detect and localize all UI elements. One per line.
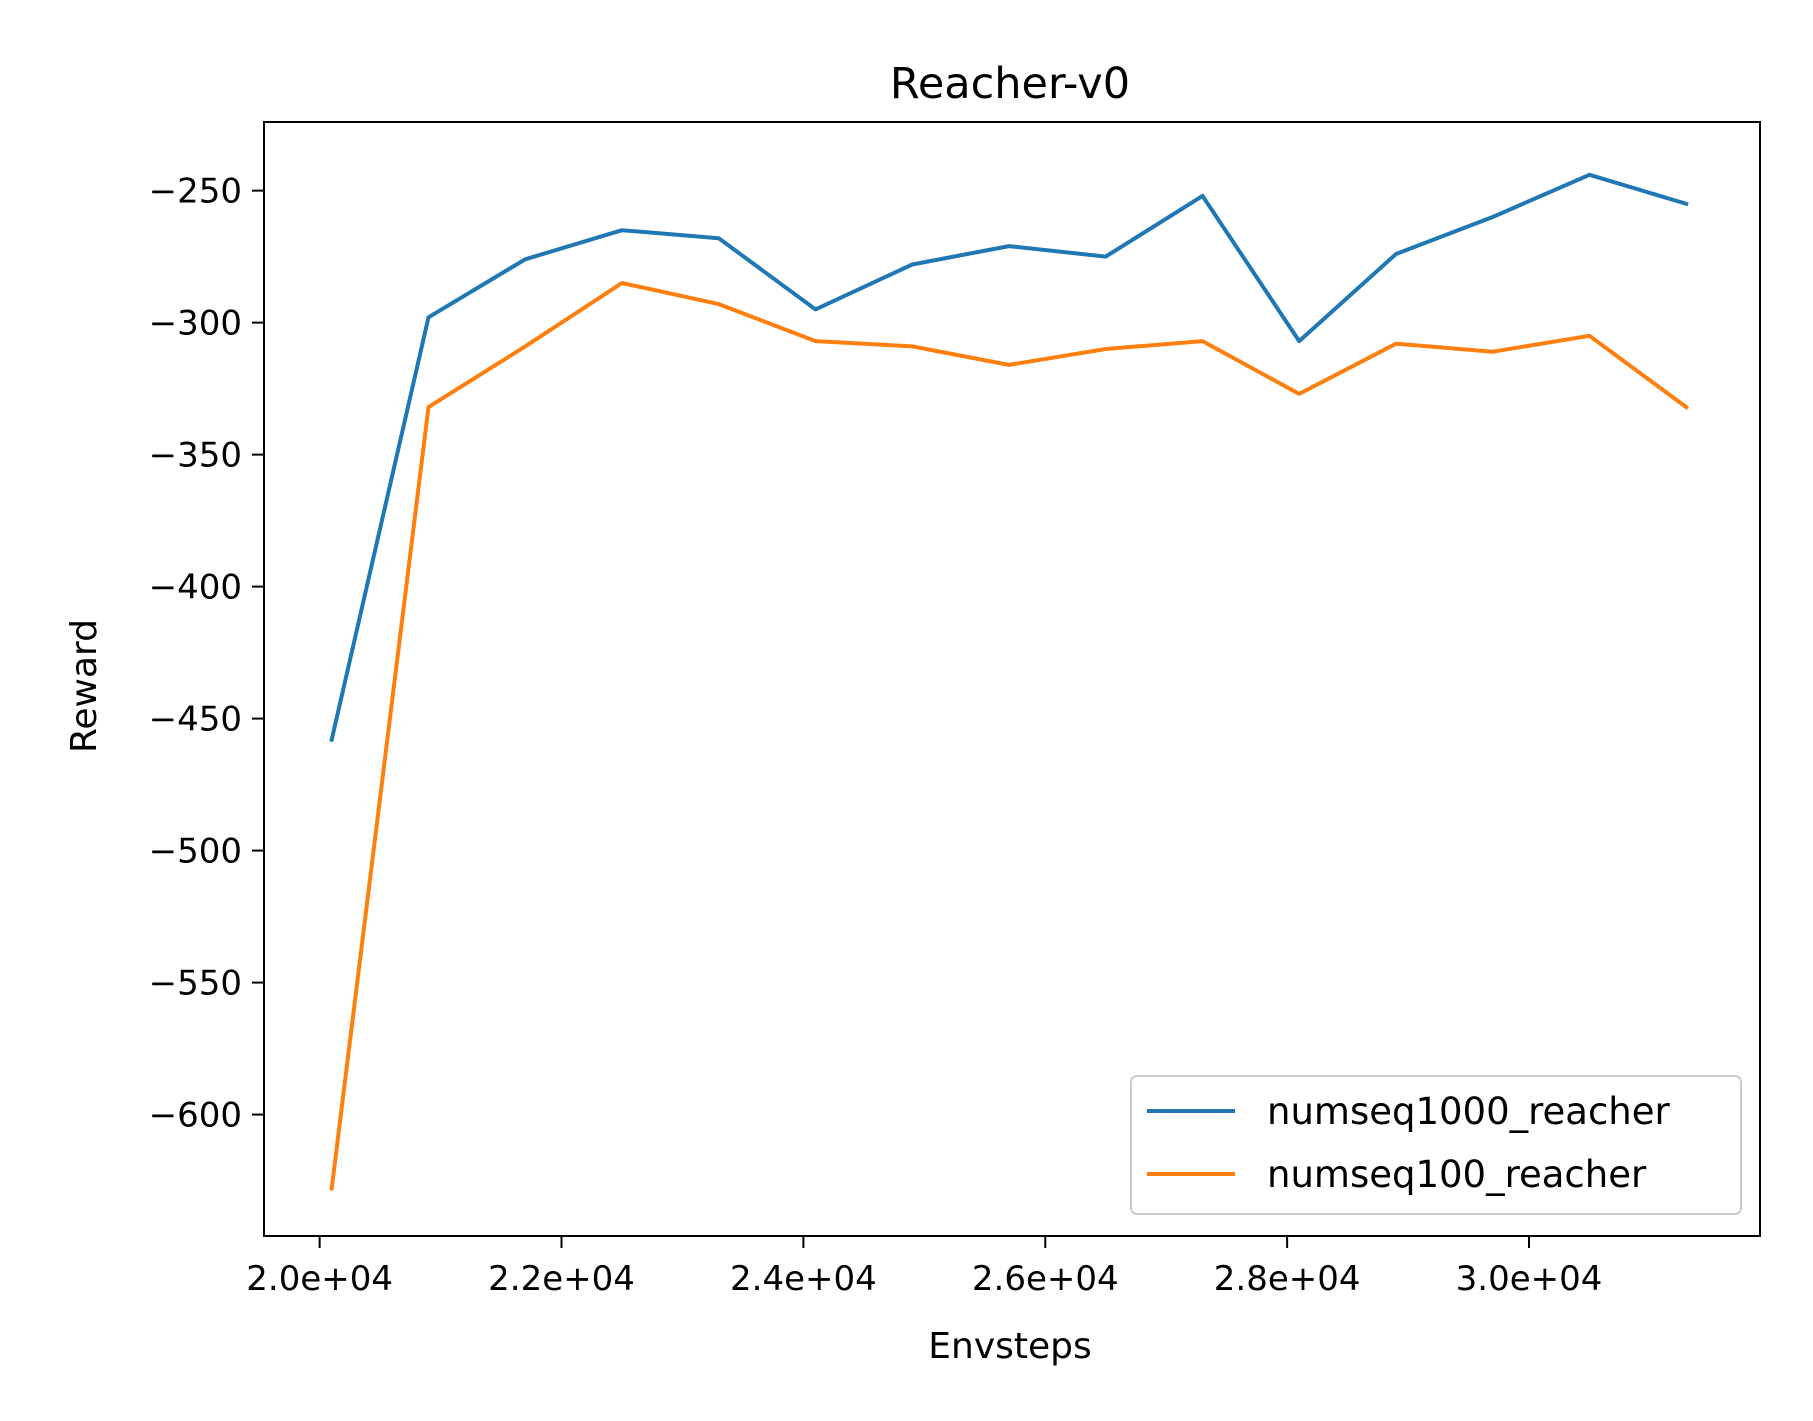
x-tick-label: 2.6e+04 (972, 1259, 1119, 1299)
legend: numseq1000_reacher numseq100_reacher (1130, 1075, 1742, 1215)
y-tick-label: −500 (149, 832, 242, 872)
y-axis: −250 −300 −350 −400 −450 −500 −550 −600 (149, 172, 264, 1136)
y-tick-label: −400 (149, 568, 242, 608)
x-axis-title: Envsteps (928, 1326, 1092, 1367)
x-tick-label: 2.2e+04 (488, 1259, 635, 1299)
x-tick-label: 2.0e+04 (246, 1259, 393, 1299)
y-tick-label: −350 (149, 436, 242, 476)
x-tick-label: 2.8e+04 (1214, 1259, 1361, 1299)
x-axis: 2.0e+04 2.2e+04 2.4e+04 2.6e+04 2.8e+04 3.0e+… (246, 1236, 1602, 1299)
y-tick-label: −450 (149, 700, 242, 740)
series-line-numseq1000_reacher (329, 172, 1689, 743)
series-line-numseq100_reacher (329, 281, 1689, 1191)
chart-title: Reacher-v0 (890, 59, 1130, 109)
x-tick-label: 2.4e+04 (730, 1259, 877, 1299)
legend-label-numseq1000: numseq1000_reacher (1267, 1090, 1671, 1133)
y-tick-label: −550 (149, 964, 242, 1004)
legend-box (1130, 1075, 1742, 1215)
plot-frame (263, 121, 1761, 1237)
plot-area (329, 172, 1689, 1191)
x-tick-label: 3.0e+04 (1456, 1259, 1603, 1299)
y-tick-label: −600 (149, 1096, 242, 1136)
y-axis-title: Reward (64, 619, 105, 753)
legend-label-numseq100: numseq100_reacher (1267, 1153, 1647, 1196)
y-tick-label: −300 (149, 304, 242, 344)
y-tick-label: −250 (149, 172, 242, 212)
